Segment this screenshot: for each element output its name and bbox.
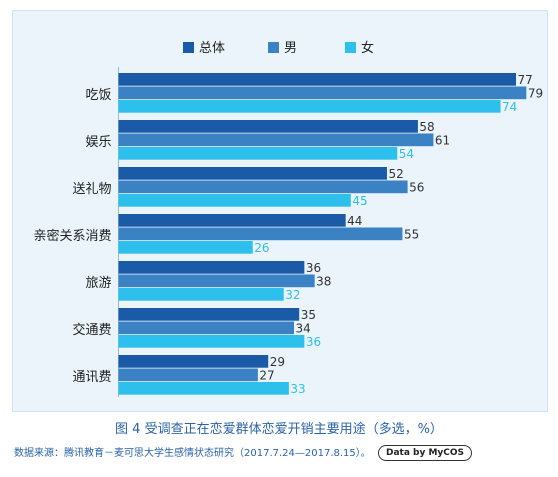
bar-2-2 — [118, 194, 351, 207]
bar-5-0 — [118, 308, 300, 321]
bar-2-1 — [118, 180, 408, 194]
category-label-3: 亲密关系消费 — [33, 228, 111, 244]
bar-6-0 — [118, 355, 269, 368]
bar-1-1 — [118, 133, 434, 147]
bar-6-2 — [118, 382, 289, 395]
data-label-4-2: 32 — [285, 288, 300, 302]
legend-swatch-0 — [183, 42, 194, 53]
source-text: 数据来源：腾讯教育－麦可思大学生感情状态研究（2017.7.24—2017.8.… — [14, 448, 371, 459]
bar-1-0 — [118, 120, 418, 133]
bar-4-0 — [118, 261, 305, 274]
data-label-0-2: 74 — [502, 100, 517, 114]
bar-4-1 — [118, 274, 315, 288]
bar-1-2 — [118, 147, 398, 160]
data-label-5-1: 34 — [296, 322, 311, 336]
badge-text: Data by MyCOS — [385, 448, 465, 458]
category-label-0: 吃饭 — [85, 87, 111, 103]
figure-caption: 图 4 受调查正在恋爱群体恋爱开销主要用途（多选，%） — [115, 422, 443, 437]
data-label-0-0: 77 — [518, 73, 533, 87]
chart-area: 总体 男 女吃饭 77 79 74 娱乐 58 61 54 送礼物 52 56 45 亲密关系消费 44 55 2… — [12, 10, 548, 412]
data-label-1-2: 54 — [399, 147, 414, 161]
data-label-2-1: 56 — [409, 181, 424, 195]
source-line: 数据来源：腾讯教育－麦可思大学生感情状态研究（2017.7.24—2017.8.… — [14, 444, 554, 461]
bar-3-0 — [118, 214, 346, 227]
data-label-2-0: 52 — [388, 167, 403, 181]
bar-5-1 — [118, 321, 295, 335]
data-label-0-1: 79 — [528, 87, 543, 101]
data-label-6-2: 33 — [290, 382, 305, 396]
data-label-3-2: 26 — [254, 241, 269, 255]
legend-label-2: 女 — [361, 40, 374, 56]
legend-label-0: 总体 — [199, 41, 225, 56]
bar-0-1 — [118, 86, 527, 100]
bar-2-0 — [118, 167, 387, 180]
bar-5-2 — [118, 335, 305, 348]
data-label-6-0: 29 — [270, 355, 285, 369]
data-label-3-1: 55 — [404, 228, 419, 242]
bar-3-2 — [118, 241, 253, 254]
data-label-4-1: 38 — [316, 275, 331, 289]
category-label-2: 送礼物 — [72, 181, 111, 197]
legend-swatch-2 — [345, 42, 356, 53]
data-label-6-1: 27 — [259, 369, 274, 383]
data-label-2-2: 45 — [352, 194, 367, 208]
data-label-1-1: 61 — [435, 134, 450, 148]
category-label-5: 交通费 — [72, 322, 111, 338]
data-label-1-0: 58 — [419, 120, 434, 134]
bar-0-2 — [118, 100, 501, 113]
bar-0-0 — [118, 73, 517, 86]
category-label-4: 旅游 — [85, 276, 111, 291]
bar-6-1 — [118, 368, 258, 382]
data-label-5-0: 35 — [301, 308, 316, 322]
bar-4-2 — [118, 288, 284, 301]
bar-3-1 — [118, 227, 403, 241]
category-label-6: 通讯费 — [72, 370, 111, 385]
data-label-3-0: 44 — [347, 214, 362, 228]
data-label-5-2: 36 — [306, 335, 321, 349]
data-label-4-0: 36 — [306, 261, 321, 275]
legend-label-1: 男 — [284, 41, 297, 56]
category-label-1: 娱乐 — [85, 135, 111, 150]
data-by-badge: Data by MyCOS — [377, 445, 473, 461]
legend-swatch-1 — [268, 42, 279, 53]
